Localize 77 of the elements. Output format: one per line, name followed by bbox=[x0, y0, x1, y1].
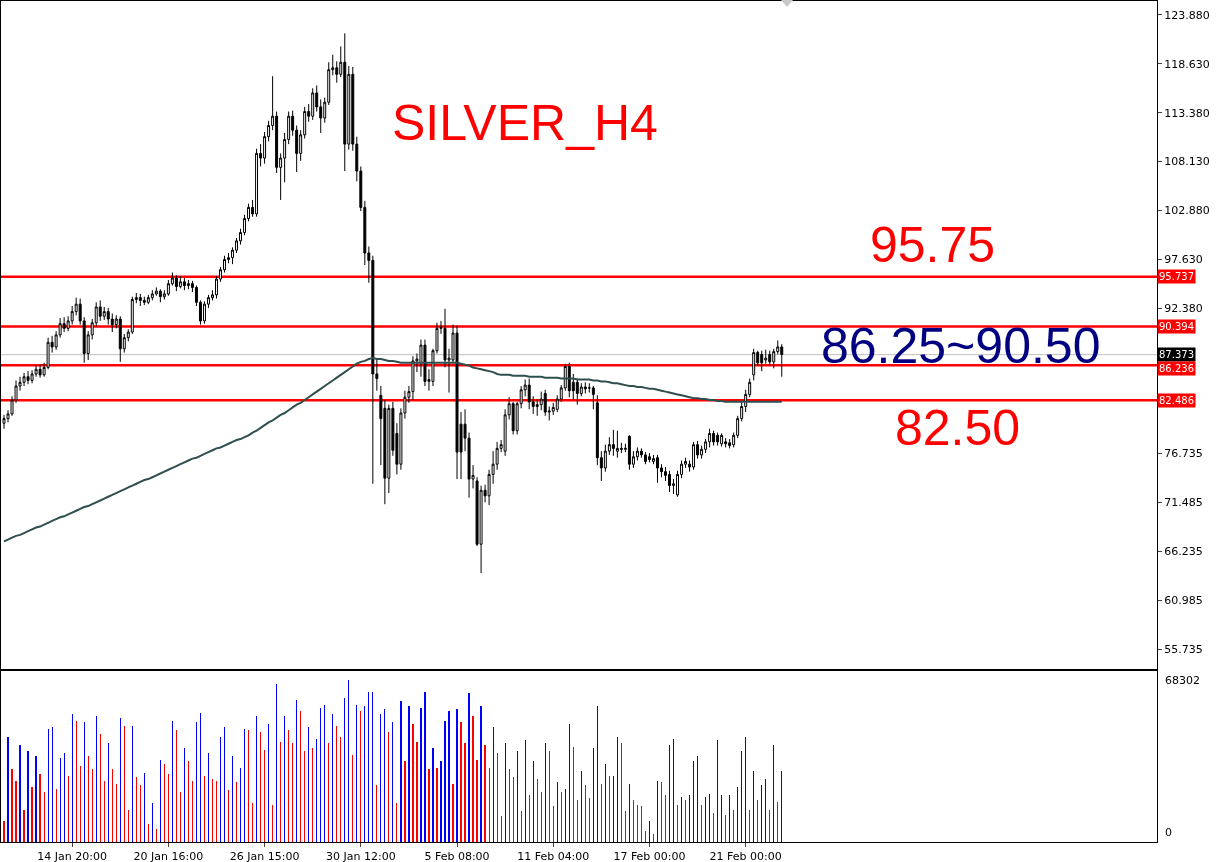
ref-line-label: 95.737 bbox=[1159, 271, 1194, 282]
candlestick bbox=[583, 381, 587, 394]
x-tick-label: 30 Jan 12:00 bbox=[325, 850, 396, 862]
candlestick bbox=[527, 378, 531, 410]
candlestick bbox=[720, 432, 724, 448]
candlestick bbox=[455, 325, 459, 480]
candlestick bbox=[643, 451, 647, 465]
line-series bbox=[3, 357, 783, 543]
y-tick-label: 71.485 bbox=[1164, 496, 1203, 510]
candlestick bbox=[692, 441, 696, 471]
candlestick bbox=[647, 452, 651, 463]
candlestick bbox=[150, 289, 154, 301]
y-tick-label: 76.735 bbox=[1164, 447, 1203, 461]
candlestick bbox=[182, 277, 186, 291]
candlestick bbox=[752, 348, 756, 381]
x-tick-label: 20 Jan 16:00 bbox=[133, 850, 204, 862]
ref-line-label: 87.373 bbox=[1159, 349, 1194, 360]
text: 68302 bbox=[1165, 674, 1200, 687]
y-tick-label: 113.380 bbox=[1164, 106, 1210, 120]
candlestick bbox=[98, 299, 102, 322]
text: 95.75 bbox=[870, 217, 996, 273]
candlestick bbox=[118, 315, 122, 363]
x-tick-label: 5 Feb 08:00 bbox=[424, 850, 490, 862]
ref-line-label: 90.394 bbox=[1159, 321, 1194, 332]
candlestick bbox=[712, 430, 716, 447]
text: 86.25~90.50 bbox=[821, 318, 1101, 374]
candlestick bbox=[760, 350, 764, 372]
ref-line-label: 86.236 bbox=[1159, 363, 1194, 374]
candlestick bbox=[423, 339, 427, 387]
x-tick-label: 17 Feb 00:00 bbox=[613, 850, 686, 862]
y-tick-label: 60.985 bbox=[1164, 594, 1203, 608]
candlestick bbox=[158, 288, 162, 303]
y-tick-label: 66.235 bbox=[1164, 545, 1203, 559]
ref-line-label: 82.486 bbox=[1159, 395, 1194, 406]
candlestick bbox=[22, 372, 26, 387]
candlestick bbox=[575, 378, 579, 406]
candlestick bbox=[411, 355, 415, 401]
candlestick bbox=[655, 454, 659, 484]
candlestick bbox=[26, 370, 30, 385]
candlestick bbox=[615, 430, 619, 459]
candlestick bbox=[343, 32, 347, 172]
candlestick bbox=[668, 470, 671, 493]
candlestick bbox=[567, 362, 571, 398]
candlestick bbox=[511, 401, 515, 435]
candlestick bbox=[38, 364, 42, 379]
candlestick bbox=[255, 148, 259, 218]
text: 82.50 bbox=[895, 400, 1021, 456]
candlestick bbox=[724, 437, 728, 448]
x-tick-label: 11 Feb 04:00 bbox=[517, 850, 590, 862]
candlestick bbox=[627, 434, 631, 471]
y-tick-label: 92.380 bbox=[1164, 301, 1203, 315]
candlestick bbox=[543, 389, 547, 417]
text: 0 bbox=[1165, 826, 1172, 839]
y-tick-label: 108.130 bbox=[1164, 155, 1210, 169]
y-tick-label: 123.880 bbox=[1164, 8, 1210, 22]
candlestick bbox=[311, 87, 315, 121]
candlestick bbox=[30, 369, 34, 384]
candlestick bbox=[716, 432, 720, 447]
candlestick bbox=[174, 274, 178, 292]
candlestick bbox=[780, 343, 784, 378]
text: SILVER_H4 bbox=[392, 95, 658, 151]
y-tick-label: 118.630 bbox=[1164, 57, 1210, 71]
candlestick bbox=[611, 429, 615, 457]
candlestick bbox=[110, 312, 114, 333]
candlestick bbox=[138, 293, 142, 307]
y-tick-label: 102.880 bbox=[1164, 204, 1210, 218]
x-tick-label: 14 Jan 20:00 bbox=[37, 850, 107, 862]
candlestick bbox=[146, 294, 150, 305]
candlestick bbox=[178, 275, 182, 289]
candlestick bbox=[186, 279, 190, 290]
candlestick bbox=[768, 350, 772, 367]
candlestick bbox=[142, 296, 146, 306]
x-tick-label: 26 Jan 15:00 bbox=[229, 850, 300, 862]
x-tick-label: 21 Feb 00:00 bbox=[709, 850, 782, 862]
candlestick bbox=[591, 385, 595, 410]
y-tick-label: 97.630 bbox=[1164, 253, 1203, 267]
y-tick-label: 55.735 bbox=[1164, 642, 1203, 656]
